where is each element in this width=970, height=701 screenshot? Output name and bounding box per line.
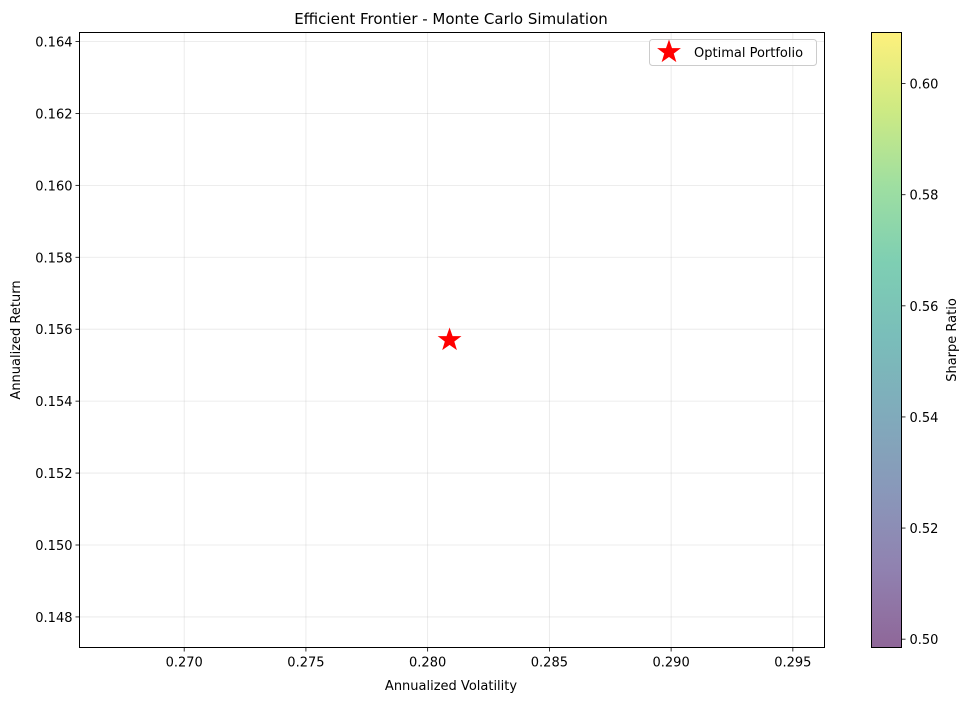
legend-box (649, 39, 817, 66)
x-axis: 0.270 0.275 0.280 0.285 0.290 0.295 (166, 647, 811, 671)
colorbar-tick-label: 0.60 (910, 78, 939, 93)
x-tick-label: 0.295 (774, 656, 811, 671)
legend: Optimal Portfolio (649, 39, 817, 66)
colorbar-tick-label: 0.50 (910, 633, 939, 648)
legend-entry-optimal-portfolio: Optimal Portfolio (694, 46, 803, 61)
x-axis-label: Annualized Volatility (385, 679, 517, 694)
legend-star-marker-icon (657, 39, 681, 63)
colorbar-tick-label: 0.58 (910, 189, 939, 204)
x-grid-lines (183, 32, 794, 648)
colorbar: 0.50 0.52 0.54 0.56 0.58 0.60 Sharpe Ratio (871, 32, 960, 648)
x-tick-label: 0.290 (653, 656, 690, 671)
colorbar-tick-label: 0.54 (910, 411, 939, 426)
y-tick-label: 0.152 (35, 467, 72, 482)
chart-title: Efficient Frontier - Monte Carlo Simulat… (294, 10, 608, 28)
colorbar-tick-label: 0.56 (910, 300, 939, 315)
plot-area (79, 32, 825, 648)
colorbar-label: Sharpe Ratio (945, 298, 960, 382)
y-tick-label: 0.156 (35, 323, 72, 338)
colorbar-tick-label: 0.52 (910, 522, 939, 537)
plot-frame (79, 32, 825, 648)
scatter-points (437, 327, 462, 351)
y-tick-label: 0.160 (35, 179, 72, 194)
y-tick-label: 0.148 (35, 611, 72, 626)
x-tick-label: 0.285 (531, 656, 568, 671)
y-tick-label: 0.150 (35, 539, 72, 554)
x-tick-label: 0.275 (287, 656, 324, 671)
optimal-portfolio-star-point (437, 327, 462, 351)
y-axis-label: Annualized Return (9, 280, 24, 399)
colorbar-gradient (871, 32, 902, 648)
y-axis: 0.148 0.150 0.152 0.154 0.156 0.158 0.160 0.162… (35, 35, 80, 626)
y-tick-label: 0.154 (35, 395, 72, 410)
y-grid-lines (79, 41, 825, 618)
y-tick-label: 0.162 (35, 107, 72, 122)
colorbar-frame (871, 32, 902, 648)
colorbar-ticks: 0.50 0.52 0.54 0.56 0.58 0.60 (901, 78, 939, 648)
y-tick-label: 0.158 (35, 251, 72, 266)
x-tick-label: 0.280 (409, 656, 446, 671)
x-tick-label: 0.270 (166, 656, 203, 671)
y-tick-label: 0.164 (35, 35, 72, 50)
